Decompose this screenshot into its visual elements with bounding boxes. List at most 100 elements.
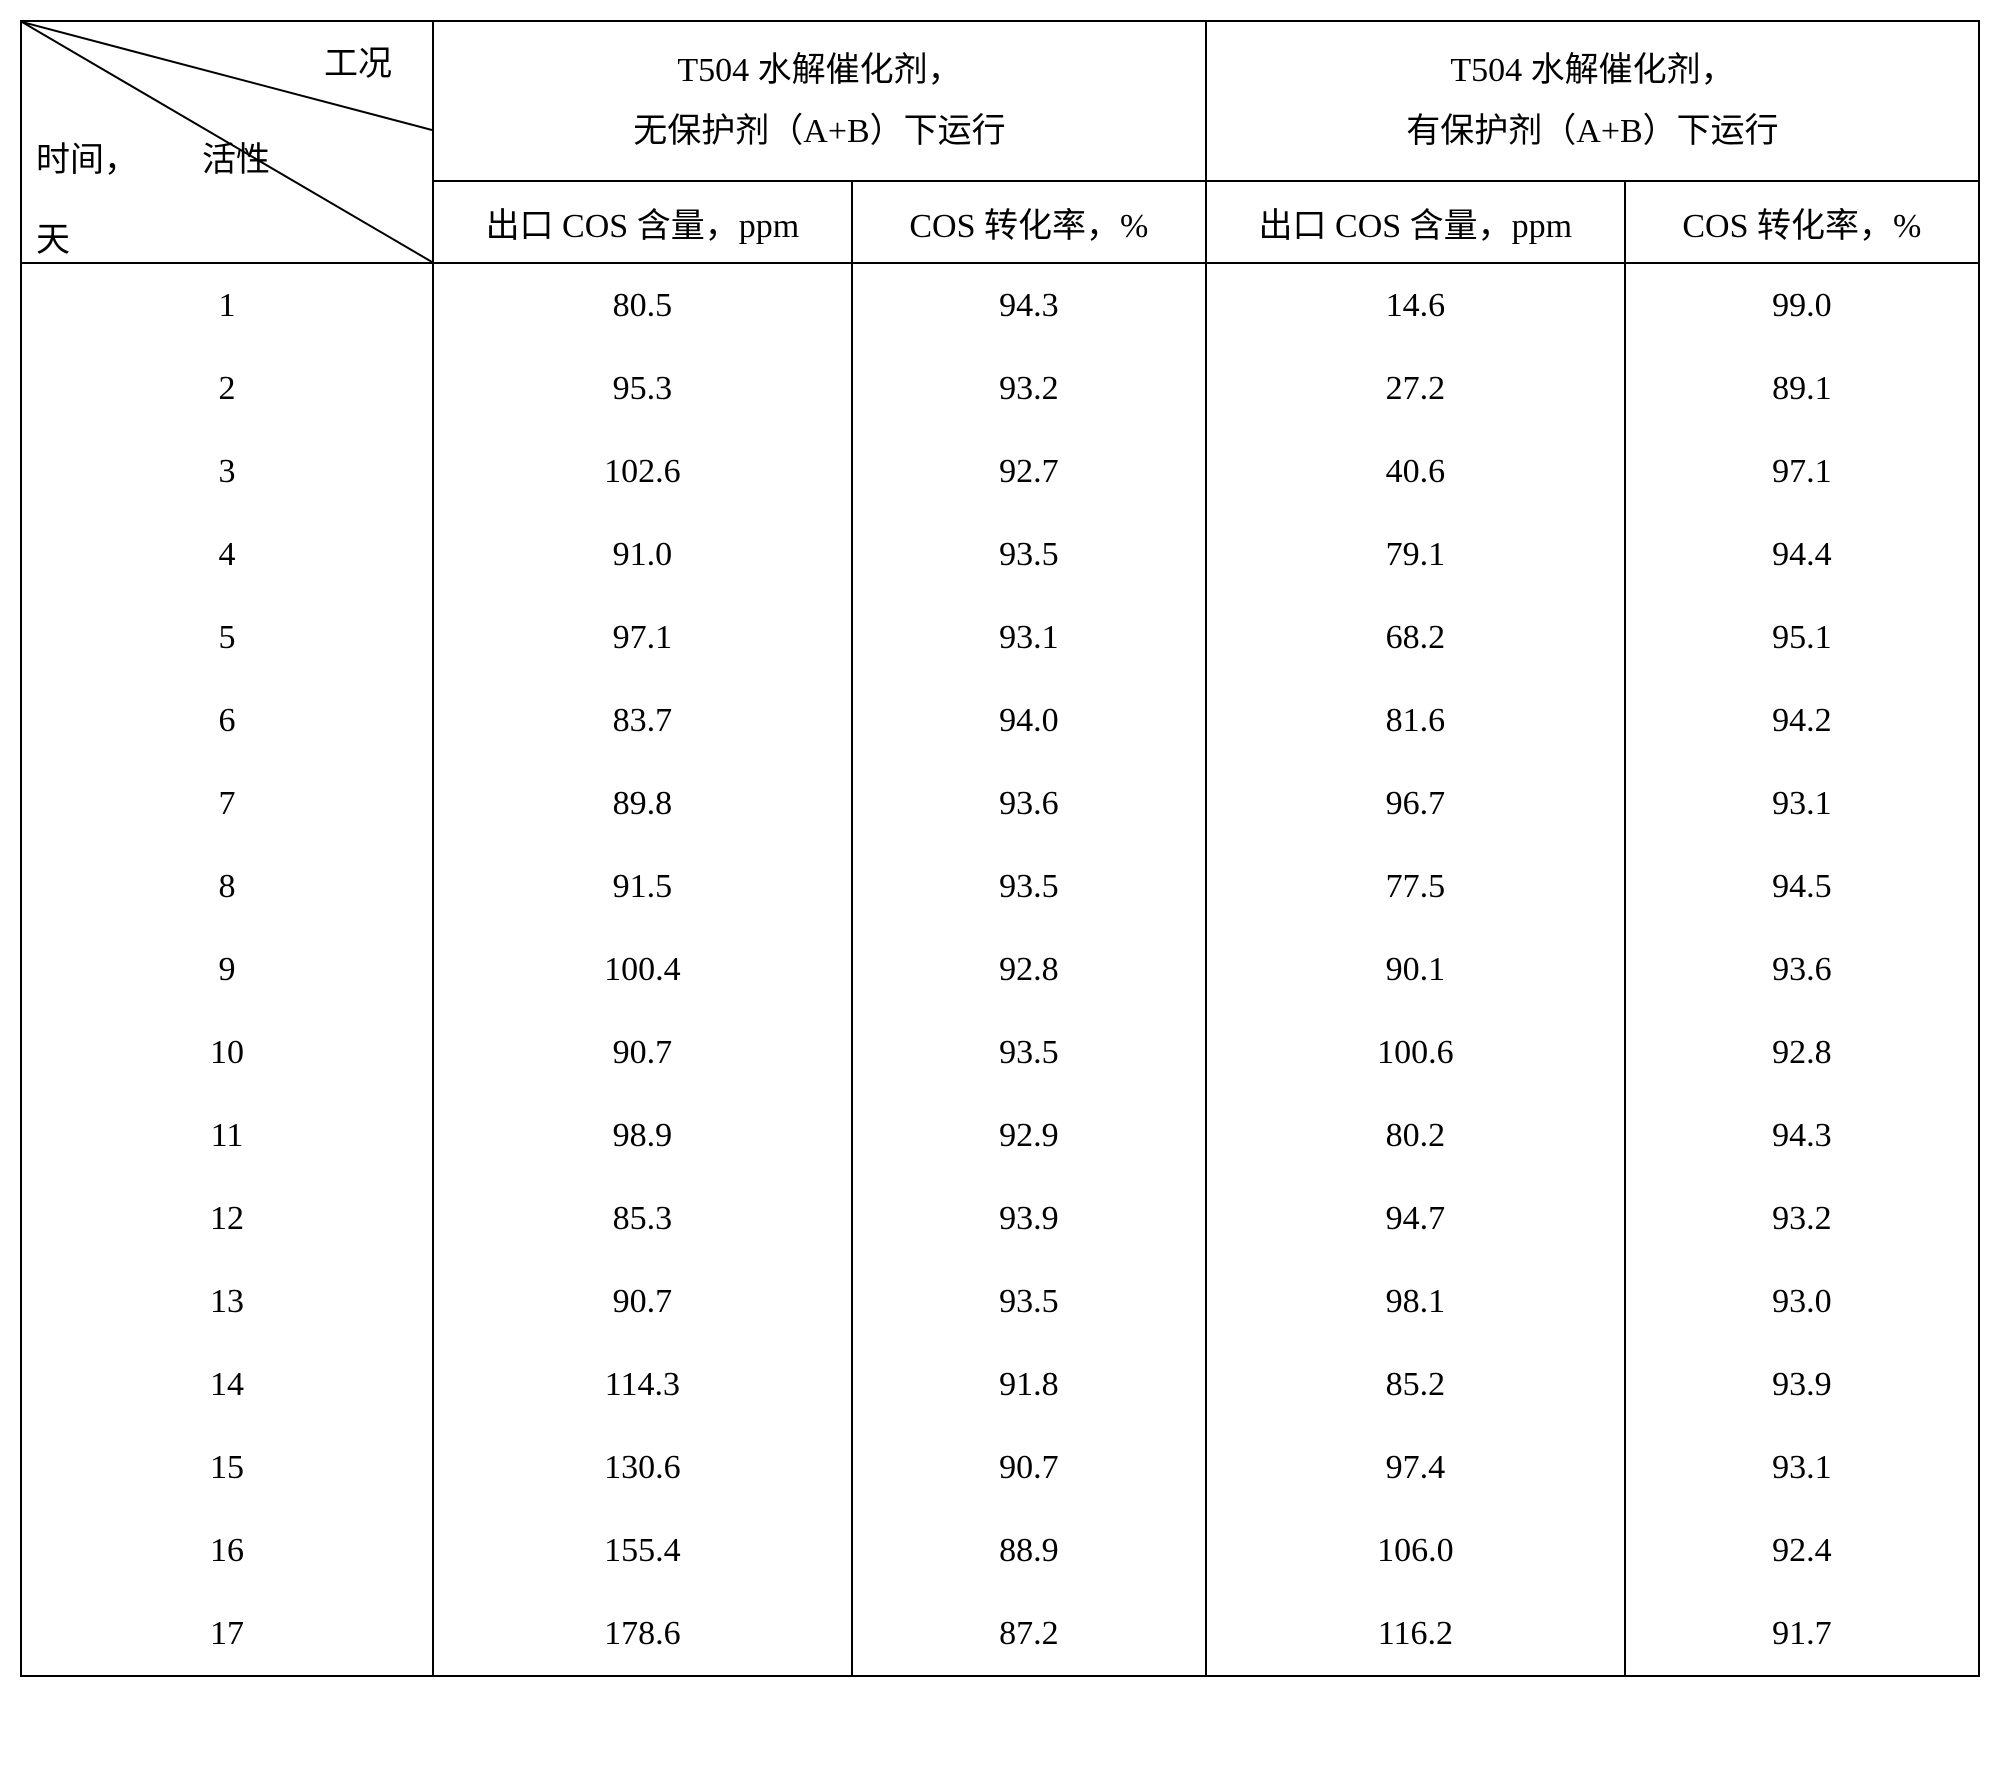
group2-line2: 有保护剂（A+B）下运行 — [1207, 101, 1978, 162]
table-cell: 94.3 — [852, 263, 1206, 347]
table-cell: 93.9 — [1625, 1343, 1979, 1426]
table-cell: 81.6 — [1206, 679, 1625, 762]
table-cell: 94.0 — [852, 679, 1206, 762]
diag-label-time: 时间， — [36, 132, 138, 181]
table-row: 891.593.577.594.5 — [21, 845, 1979, 928]
table-cell: 89.8 — [433, 762, 852, 845]
table-cell: 155.4 — [433, 1509, 852, 1592]
table-cell: 92.9 — [852, 1094, 1206, 1177]
table-cell: 92.4 — [1625, 1509, 1979, 1592]
table-cell: 91.5 — [433, 845, 852, 928]
table-cell: 92.8 — [852, 928, 1206, 1011]
table-cell: 6 — [21, 679, 433, 762]
table-cell: 93.0 — [1625, 1260, 1979, 1343]
diagonal-header-cell: 工况 活性 时间， 天 — [21, 21, 433, 263]
table-cell: 85.3 — [433, 1177, 852, 1260]
table-cell: 99.0 — [1625, 263, 1979, 347]
diag-label-day: 天 — [36, 212, 70, 261]
table-row: 1285.393.994.793.2 — [21, 1177, 1979, 1260]
table-cell: 93.2 — [1625, 1177, 1979, 1260]
table-cell: 92.8 — [1625, 1011, 1979, 1094]
table-cell: 80.2 — [1206, 1094, 1625, 1177]
table-cell: 1 — [21, 263, 433, 347]
table-cell: 92.7 — [852, 430, 1206, 513]
table-cell: 130.6 — [433, 1426, 852, 1509]
table-cell: 4 — [21, 513, 433, 596]
table-row: 789.893.696.793.1 — [21, 762, 1979, 845]
table-cell: 11 — [21, 1094, 433, 1177]
table-cell: 68.2 — [1206, 596, 1625, 679]
table-cell: 94.2 — [1625, 679, 1979, 762]
table-cell: 15 — [21, 1426, 433, 1509]
group-header-2: T504 水解催化剂， 有保护剂（A+B）下运行 — [1206, 21, 1979, 181]
table-cell: 14.6 — [1206, 263, 1625, 347]
table-cell: 93.9 — [852, 1177, 1206, 1260]
table-row: 16155.488.9106.092.4 — [21, 1509, 1979, 1592]
table-cell: 96.7 — [1206, 762, 1625, 845]
table-cell: 16 — [21, 1509, 433, 1592]
table-cell: 10 — [21, 1011, 433, 1094]
table-row: 1390.793.598.193.0 — [21, 1260, 1979, 1343]
table-row: 683.794.081.694.2 — [21, 679, 1979, 762]
table-cell: 90.7 — [433, 1011, 852, 1094]
table-cell: 9 — [21, 928, 433, 1011]
table-cell: 89.1 — [1625, 347, 1979, 430]
table-cell: 93.6 — [852, 762, 1206, 845]
table-cell: 98.1 — [1206, 1260, 1625, 1343]
table-cell: 178.6 — [433, 1592, 852, 1676]
table-cell: 93.5 — [852, 1011, 1206, 1094]
table-row: 14114.391.885.293.9 — [21, 1343, 1979, 1426]
group1-line1: T504 水解催化剂， — [434, 40, 1205, 101]
table-cell: 91.8 — [852, 1343, 1206, 1426]
table-cell: 97.1 — [433, 596, 852, 679]
table-cell: 5 — [21, 596, 433, 679]
sub-header-4: COS 转化率，% — [1625, 181, 1979, 263]
table-cell: 97.1 — [1625, 430, 1979, 513]
table-cell: 27.2 — [1206, 347, 1625, 430]
group-header-1: T504 水解催化剂， 无保护剂（A+B）下运行 — [433, 21, 1206, 181]
table-cell: 91.7 — [1625, 1592, 1979, 1676]
table-cell: 88.9 — [852, 1509, 1206, 1592]
table-row: 3102.692.740.697.1 — [21, 430, 1979, 513]
table-cell: 2 — [21, 347, 433, 430]
table-cell: 97.4 — [1206, 1426, 1625, 1509]
table-cell: 83.7 — [433, 679, 852, 762]
table-row: 1198.992.980.294.3 — [21, 1094, 1979, 1177]
table-cell: 106.0 — [1206, 1509, 1625, 1592]
group2-line1: T504 水解催化剂， — [1207, 40, 1978, 101]
table-cell: 80.5 — [433, 263, 852, 347]
table-cell: 93.5 — [852, 845, 1206, 928]
table-row: 180.594.314.699.0 — [21, 263, 1979, 347]
group1-line2: 无保护剂（A+B）下运行 — [434, 101, 1205, 162]
table-cell: 14 — [21, 1343, 433, 1426]
table-cell: 7 — [21, 762, 433, 845]
sub-header-3: 出口 COS 含量，ppm — [1206, 181, 1625, 263]
table-cell: 77.5 — [1206, 845, 1625, 928]
table-row: 15130.690.797.493.1 — [21, 1426, 1979, 1509]
table-cell: 91.0 — [433, 513, 852, 596]
table-cell: 93.1 — [852, 596, 1206, 679]
table-cell: 17 — [21, 1592, 433, 1676]
table-row: 491.093.579.194.4 — [21, 513, 1979, 596]
table-row: 295.393.227.289.1 — [21, 347, 1979, 430]
table-cell: 116.2 — [1206, 1592, 1625, 1676]
table-cell: 90.1 — [1206, 928, 1625, 1011]
table-cell: 93.6 — [1625, 928, 1979, 1011]
table-cell: 87.2 — [852, 1592, 1206, 1676]
table-cell: 94.7 — [1206, 1177, 1625, 1260]
table-cell: 93.5 — [852, 513, 1206, 596]
table-cell: 79.1 — [1206, 513, 1625, 596]
diag-label-mid: 活性 — [202, 132, 270, 181]
table-cell: 90.7 — [852, 1426, 1206, 1509]
table-cell: 90.7 — [433, 1260, 852, 1343]
table-cell: 100.6 — [1206, 1011, 1625, 1094]
table-cell: 94.5 — [1625, 845, 1979, 928]
table-cell: 114.3 — [433, 1343, 852, 1426]
sub-header-2: COS 转化率，% — [852, 181, 1206, 263]
data-table: 工况 活性 时间， 天 T504 水解催化剂， 无保护剂（A+B）下运行 T50… — [20, 20, 1980, 1677]
table-row: 1090.793.5100.692.8 — [21, 1011, 1979, 1094]
table-cell: 93.5 — [852, 1260, 1206, 1343]
diag-label-top: 工况 — [324, 36, 392, 85]
table-row: 9100.492.890.193.6 — [21, 928, 1979, 1011]
table-cell: 98.9 — [433, 1094, 852, 1177]
